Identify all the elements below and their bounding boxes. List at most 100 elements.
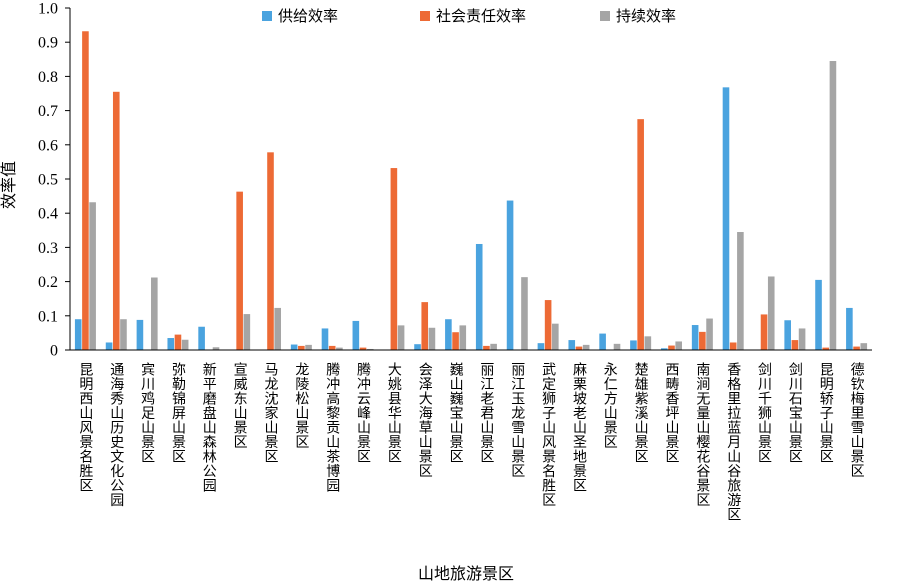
- bar: [305, 344, 312, 350]
- y-tick-label: 0.1: [38, 308, 58, 325]
- x-tick-label: 丽江玉龙雪山景区: [509, 362, 525, 478]
- bar: [414, 344, 421, 350]
- bar: [613, 343, 621, 350]
- x-tick-label: 德钦梅里雪山景区: [849, 362, 865, 478]
- bar: [336, 347, 343, 350]
- x-axis-category-labels: 昆明西山风景名胜区 通海秀山历史文化公园 宾川鸡足山景区 弥勒锦屏山景区 新平磨盘山森林…: [77, 361, 864, 521]
- bar: [544, 300, 552, 350]
- bar: [105, 342, 113, 350]
- x-tick-label: 腾冲云峰山景区: [355, 361, 371, 463]
- bar: [599, 333, 606, 350]
- x-tick-label: 弥勒锦屏山景区: [170, 361, 186, 463]
- bar: [89, 202, 96, 350]
- bar: [767, 276, 775, 350]
- bar: [661, 348, 668, 350]
- bar: [181, 339, 189, 350]
- bar: [506, 200, 514, 350]
- legend-label: 社会责任效率: [436, 7, 526, 25]
- bar: [699, 331, 706, 350]
- bar: [74, 319, 82, 350]
- x-tick-label: 会泽大海草山景区: [417, 362, 433, 478]
- bar: [706, 318, 713, 350]
- legend-label: 持续效率: [616, 7, 676, 25]
- y-tick-label: 0.3: [38, 240, 58, 257]
- legend-label: 供给效率: [278, 7, 338, 25]
- bar: [822, 347, 830, 350]
- bar: [860, 343, 868, 350]
- bar: [784, 320, 791, 350]
- bar: [174, 334, 182, 350]
- bar: [359, 347, 367, 350]
- y-tick-label: 0.4: [38, 206, 58, 223]
- x-axis-title: 山地旅游景区: [418, 564, 514, 583]
- bar: [729, 342, 737, 350]
- x-tick-label: 宾川鸡足山景区: [139, 362, 155, 464]
- x-tick-label: 永仁方山景区: [602, 362, 618, 449]
- bar: [630, 340, 637, 350]
- x-tick-label: 通海秀山历史文化公园: [108, 362, 124, 507]
- bar: [483, 345, 490, 350]
- y-tick-label: 0.2: [38, 274, 58, 291]
- bar: [274, 307, 281, 350]
- x-tick-label: 腾冲高黎贡山茶博园: [324, 361, 340, 492]
- bar: [321, 328, 329, 350]
- x-tick-label: 丽江老君山景区: [478, 362, 494, 464]
- y-tick-label: 1.0: [38, 1, 58, 18]
- bar: [537, 343, 545, 350]
- bar: [328, 345, 336, 350]
- y-axis-title: 效率值: [0, 161, 18, 209]
- bar: [691, 325, 699, 350]
- bar: [846, 307, 853, 350]
- x-tick-label: 马龙沈家山景区: [263, 362, 279, 464]
- x-tick-label: 龙陵松山景区: [293, 362, 309, 449]
- bar: [798, 328, 806, 350]
- bar: [582, 344, 590, 350]
- bar: [136, 319, 144, 350]
- bar: [112, 91, 120, 350]
- bar: [637, 119, 644, 351]
- legend-swatch: [600, 11, 610, 21]
- bar: [421, 302, 429, 350]
- bar: [521, 277, 528, 350]
- bar: [853, 346, 860, 350]
- legend-swatch: [420, 11, 430, 21]
- bar: [212, 347, 220, 350]
- y-tick-label: 0.8: [38, 69, 58, 86]
- bar: [815, 279, 822, 350]
- x-tick-label: 剑川千狮山景区: [756, 362, 772, 464]
- bar: [243, 314, 251, 350]
- bars: [74, 31, 868, 351]
- bar: [568, 340, 576, 350]
- bar: [82, 31, 89, 350]
- y-tick-label: 0.7: [38, 103, 58, 120]
- y-tick-label: 0.9: [38, 35, 58, 52]
- bar: [151, 277, 158, 350]
- bar: [760, 314, 768, 350]
- bar: [737, 232, 744, 350]
- x-tick-label: 南涧无量山樱花谷景区: [694, 362, 710, 507]
- y-tick-label: 0.6: [38, 137, 58, 154]
- x-tick-label: 新平磨盘山森林公园: [201, 362, 217, 493]
- bar: [668, 345, 675, 350]
- legend-swatch: [262, 11, 272, 21]
- bar: [428, 327, 436, 350]
- axes: [69, 8, 872, 351]
- x-tick-label: 麻栗坡老山圣地景区: [571, 362, 587, 493]
- x-tick-label: 昆明轿子山景区: [818, 362, 834, 464]
- bar: [290, 344, 298, 350]
- bar: [575, 346, 583, 350]
- bar: [352, 320, 360, 350]
- bar: [829, 61, 837, 350]
- y-tick-label: 0.5: [38, 172, 58, 189]
- bar: [475, 243, 483, 350]
- bar: [791, 340, 799, 350]
- bar: [390, 168, 398, 350]
- x-tick-label: 剑川石宝山景区: [787, 362, 803, 464]
- y-tick-label: 0: [50, 343, 58, 360]
- x-tick-label: 香格里拉蓝月山谷旅游区: [725, 362, 741, 522]
- bar: [298, 345, 305, 350]
- bar: [120, 319, 127, 350]
- bar: [490, 343, 497, 350]
- x-tick-label: 昆明西山风景名胜区: [77, 362, 93, 493]
